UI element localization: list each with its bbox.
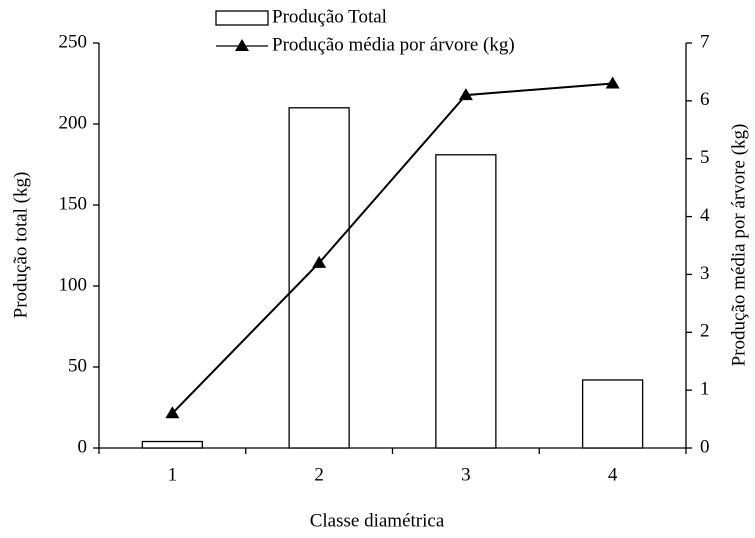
line bbox=[171, 82, 613, 414]
marker bbox=[458, 88, 473, 101]
y-tick-label: 0 bbox=[78, 436, 88, 457]
legend-marker bbox=[235, 39, 249, 51]
marker bbox=[605, 76, 620, 89]
y2-tick-label: 2 bbox=[700, 321, 710, 342]
marker bbox=[165, 406, 180, 419]
marker bbox=[312, 255, 327, 268]
y2-tick-label: 4 bbox=[700, 205, 710, 226]
y2-tick-label: 7 bbox=[700, 31, 710, 52]
x-tick-label: 3 bbox=[461, 464, 471, 485]
legend-swatch bbox=[215, 10, 269, 26]
bar bbox=[581, 379, 644, 449]
y2-axis-title: Produção média por árvore (kg) bbox=[728, 124, 749, 367]
y2-tick-label: 0 bbox=[700, 436, 710, 457]
y2-tick-label: 3 bbox=[700, 263, 710, 284]
y-axis-title: Produção total (kg) bbox=[10, 172, 31, 319]
x-tick-label: 1 bbox=[168, 464, 178, 485]
y-tick-label: 100 bbox=[59, 274, 88, 295]
x-tick-label: 2 bbox=[314, 464, 324, 485]
y2-tick-label: 5 bbox=[700, 147, 710, 168]
legend-label: Produção Total bbox=[272, 6, 387, 27]
y-tick-label: 200 bbox=[59, 112, 88, 133]
x-tick-label: 4 bbox=[608, 464, 618, 485]
bar bbox=[435, 154, 497, 449]
x-axis-title: Classe diamétrica bbox=[310, 510, 445, 531]
legend-label: Produção média por árvore (kg) bbox=[272, 34, 515, 55]
y2-tick-label: 6 bbox=[700, 89, 710, 110]
y-tick-label: 50 bbox=[68, 355, 87, 376]
bar bbox=[141, 440, 204, 449]
y-tick-label: 150 bbox=[59, 193, 88, 214]
y-tick-label: 250 bbox=[59, 31, 88, 52]
y2-tick-label: 1 bbox=[700, 379, 710, 400]
bar bbox=[288, 107, 350, 449]
